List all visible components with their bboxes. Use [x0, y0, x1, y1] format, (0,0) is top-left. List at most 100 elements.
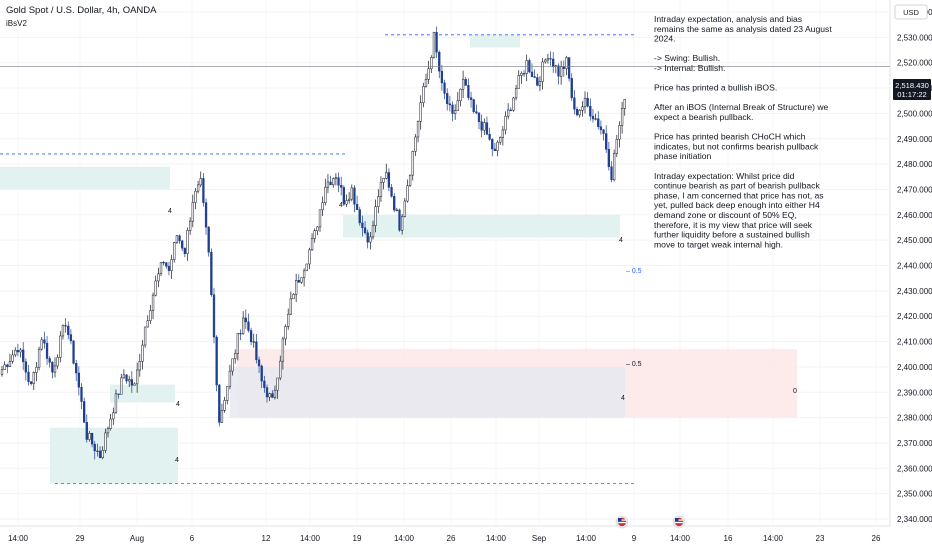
candle-bear [361, 222, 364, 229]
candle-bear [165, 262, 168, 267]
candle-bear [244, 317, 247, 323]
candle-bear [178, 235, 181, 242]
candle-bull [191, 202, 194, 222]
candle-bull [101, 450, 104, 459]
candle-bear [446, 93, 449, 105]
candle-bull [406, 185, 409, 202]
candle-bull [268, 393, 271, 398]
time-tick-label: 14:00 [300, 534, 321, 543]
candle-bull [377, 196, 380, 207]
price-tick-label: 2,450.000 [897, 236, 932, 245]
currency-badge[interactable]: USD [894, 4, 928, 20]
candle-bull [300, 277, 303, 283]
candle-bull [281, 338, 285, 362]
candle-bear [610, 166, 613, 181]
candle-bear [358, 209, 361, 224]
candle-bull [326, 181, 330, 188]
candle-bear [480, 121, 483, 131]
candle-bear [265, 387, 269, 398]
candle-bull [414, 136, 417, 152]
time-tick-label: 14:00 [763, 534, 784, 543]
event-flag-us-2[interactable] [672, 515, 686, 529]
zone-demand [110, 384, 175, 403]
candle-bear [72, 340, 75, 364]
candle-bull [541, 61, 544, 82]
symbol-title[interactable]: Gold Spot / U.S. Dollar, 4h, OANDA [6, 5, 157, 16]
zone-mark-7: 0 [793, 388, 797, 395]
price-tick-label: 2,360.000 [897, 464, 932, 473]
candle-bull [520, 73, 523, 76]
price-tick-label: 2,350.000 [897, 490, 932, 499]
candle-bull [37, 348, 41, 368]
analysis-note-line: expect a bearish pullback. [654, 112, 753, 122]
candle-bear [260, 365, 263, 382]
time-tick-label: 6 [190, 534, 195, 543]
candle-bull [620, 108, 624, 126]
candle-bear [342, 187, 346, 205]
candle-bull [583, 98, 587, 108]
analysis-note[interactable]: Intraday expectation, analysis and bias r… [654, 14, 832, 249]
eq-label-upper-value: 0.5 [632, 268, 642, 275]
candle-bull [308, 249, 311, 265]
candle-bull [231, 358, 234, 372]
candle-bear [366, 232, 369, 243]
candle-bull [432, 32, 436, 58]
candle-bull [334, 177, 338, 179]
candle-bull [0, 369, 4, 375]
event-flag-us-1[interactable] [615, 515, 629, 529]
time-tick-label: 14:00 [394, 534, 415, 543]
candle-bear [16, 350, 20, 353]
candle-bear [212, 294, 216, 338]
current-price-value: 2,518.430 [895, 81, 929, 90]
candle-bull [14, 350, 17, 356]
candle-bull [276, 377, 279, 391]
candle-bear [162, 262, 165, 264]
zone-demand [50, 427, 178, 484]
candle-bull [199, 178, 202, 186]
candle-bear [475, 111, 478, 114]
candle-bull [234, 353, 237, 360]
zones [0, 34, 797, 484]
candle-bear [589, 105, 592, 117]
candle-bull [170, 259, 173, 271]
analysis-note-line: After an iBOS (Internal Break of Structu… [654, 102, 829, 112]
candle-bear [472, 99, 475, 112]
zone-neutral [230, 366, 625, 418]
flag-stripe-icon [675, 519, 683, 521]
current-price-tag[interactable]: 2,518.430 01:17:22 [893, 79, 931, 100]
candle-bull [149, 310, 152, 322]
candle-bear [522, 73, 526, 75]
candle-bull [379, 182, 383, 197]
candle-bear [448, 103, 452, 106]
candle-bull [175, 235, 179, 243]
candle-bull [512, 97, 515, 111]
price-tick-label: 2,470.000 [897, 185, 932, 194]
time-tick-label: 14:00 [576, 534, 597, 543]
candle-bear [567, 57, 571, 79]
candle-bull [292, 294, 295, 300]
candle-bull [120, 377, 123, 395]
candle-bear [485, 122, 489, 135]
candle-bull [242, 317, 245, 335]
time-tick-label: 14:00 [486, 534, 507, 543]
candle-bear [51, 362, 54, 373]
candle-bear [329, 181, 332, 186]
candle-bull [141, 344, 144, 362]
candle-bear [355, 203, 359, 210]
candle-bull [369, 236, 372, 243]
candle-bull [430, 57, 433, 70]
candle-bull [88, 432, 91, 440]
candle-bull [104, 432, 107, 451]
candle-bull [504, 115, 507, 131]
candle-bear [93, 443, 96, 452]
price-tick-label: 2,380.000 [897, 414, 932, 423]
candles [0, 26, 626, 460]
candle-bear [22, 349, 25, 362]
candle-bear [337, 177, 340, 186]
candle-bull [382, 178, 385, 183]
candle-bull [284, 326, 287, 340]
indicator-name[interactable]: iBsV2 [6, 19, 27, 28]
candle-bull [186, 230, 189, 254]
